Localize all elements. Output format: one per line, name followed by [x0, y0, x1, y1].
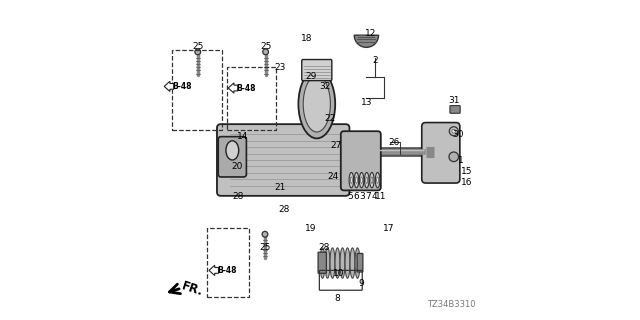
Ellipse shape [226, 141, 239, 160]
Text: 18: 18 [301, 34, 313, 43]
Ellipse shape [262, 231, 268, 237]
Text: 19: 19 [305, 224, 316, 233]
Ellipse shape [449, 152, 458, 162]
Ellipse shape [360, 172, 364, 188]
Text: 9: 9 [358, 279, 364, 288]
Text: 21: 21 [275, 183, 285, 192]
FancyBboxPatch shape [218, 137, 246, 177]
Text: 32: 32 [319, 82, 331, 91]
Text: 4: 4 [371, 192, 377, 201]
Ellipse shape [365, 172, 369, 188]
Ellipse shape [355, 248, 360, 278]
Text: B-48: B-48 [217, 266, 236, 275]
FancyBboxPatch shape [357, 253, 363, 272]
Text: FR.: FR. [180, 279, 205, 299]
Text: 23: 23 [275, 63, 285, 72]
Ellipse shape [303, 76, 330, 132]
Text: TZ34B3310: TZ34B3310 [427, 300, 475, 309]
Text: 25: 25 [259, 244, 271, 252]
Ellipse shape [375, 172, 380, 188]
Text: 10: 10 [333, 269, 345, 278]
FancyArrow shape [164, 81, 174, 92]
Ellipse shape [377, 177, 379, 183]
Ellipse shape [351, 177, 352, 183]
Ellipse shape [349, 172, 354, 188]
Ellipse shape [335, 248, 340, 278]
Text: 30: 30 [452, 130, 463, 139]
Text: 24: 24 [327, 172, 339, 180]
Bar [227, 67, 276, 130]
Wedge shape [355, 35, 379, 47]
Bar [207, 228, 249, 297]
Text: 28: 28 [233, 192, 244, 201]
Ellipse shape [340, 248, 345, 278]
Text: 12: 12 [365, 29, 376, 38]
Ellipse shape [345, 248, 350, 278]
Ellipse shape [370, 172, 374, 188]
FancyBboxPatch shape [340, 131, 381, 190]
FancyArrow shape [209, 265, 219, 276]
Text: 28: 28 [278, 205, 290, 214]
FancyBboxPatch shape [318, 252, 326, 273]
Text: 5: 5 [347, 192, 353, 201]
Text: 16: 16 [461, 178, 473, 187]
FancyBboxPatch shape [217, 124, 349, 196]
Ellipse shape [320, 248, 325, 278]
Text: 25: 25 [260, 42, 271, 51]
Ellipse shape [449, 127, 458, 136]
FancyBboxPatch shape [302, 60, 332, 81]
Text: 20: 20 [232, 162, 243, 171]
Text: 1: 1 [458, 156, 463, 164]
Ellipse shape [452, 129, 456, 133]
Text: 3: 3 [360, 192, 365, 201]
Text: 2: 2 [372, 56, 378, 65]
Text: 11: 11 [375, 192, 387, 201]
Ellipse shape [356, 177, 357, 183]
Text: 25: 25 [192, 42, 204, 51]
FancyBboxPatch shape [450, 106, 460, 113]
Ellipse shape [355, 172, 359, 188]
Text: 27: 27 [330, 141, 342, 150]
Text: 29: 29 [305, 72, 317, 81]
Ellipse shape [298, 70, 335, 139]
Text: 8: 8 [335, 294, 340, 303]
Text: 22: 22 [324, 114, 335, 123]
Text: 17: 17 [383, 224, 394, 233]
Text: 7: 7 [365, 192, 371, 201]
Text: 15: 15 [461, 167, 473, 176]
Bar [172, 50, 222, 130]
Ellipse shape [361, 177, 362, 183]
Ellipse shape [263, 49, 269, 55]
Text: 26: 26 [388, 138, 399, 147]
Ellipse shape [195, 49, 201, 55]
Ellipse shape [325, 248, 330, 278]
Text: 6: 6 [353, 192, 359, 201]
Text: 14: 14 [237, 132, 248, 140]
Ellipse shape [371, 177, 372, 183]
Ellipse shape [350, 248, 355, 278]
Text: 13: 13 [361, 98, 372, 107]
Ellipse shape [330, 248, 335, 278]
Text: 28: 28 [318, 244, 330, 252]
Ellipse shape [366, 177, 367, 183]
Text: B-48: B-48 [236, 84, 255, 92]
FancyBboxPatch shape [422, 123, 460, 183]
FancyArrow shape [228, 83, 238, 93]
Text: 31: 31 [449, 96, 460, 105]
Text: B-48: B-48 [172, 82, 191, 91]
